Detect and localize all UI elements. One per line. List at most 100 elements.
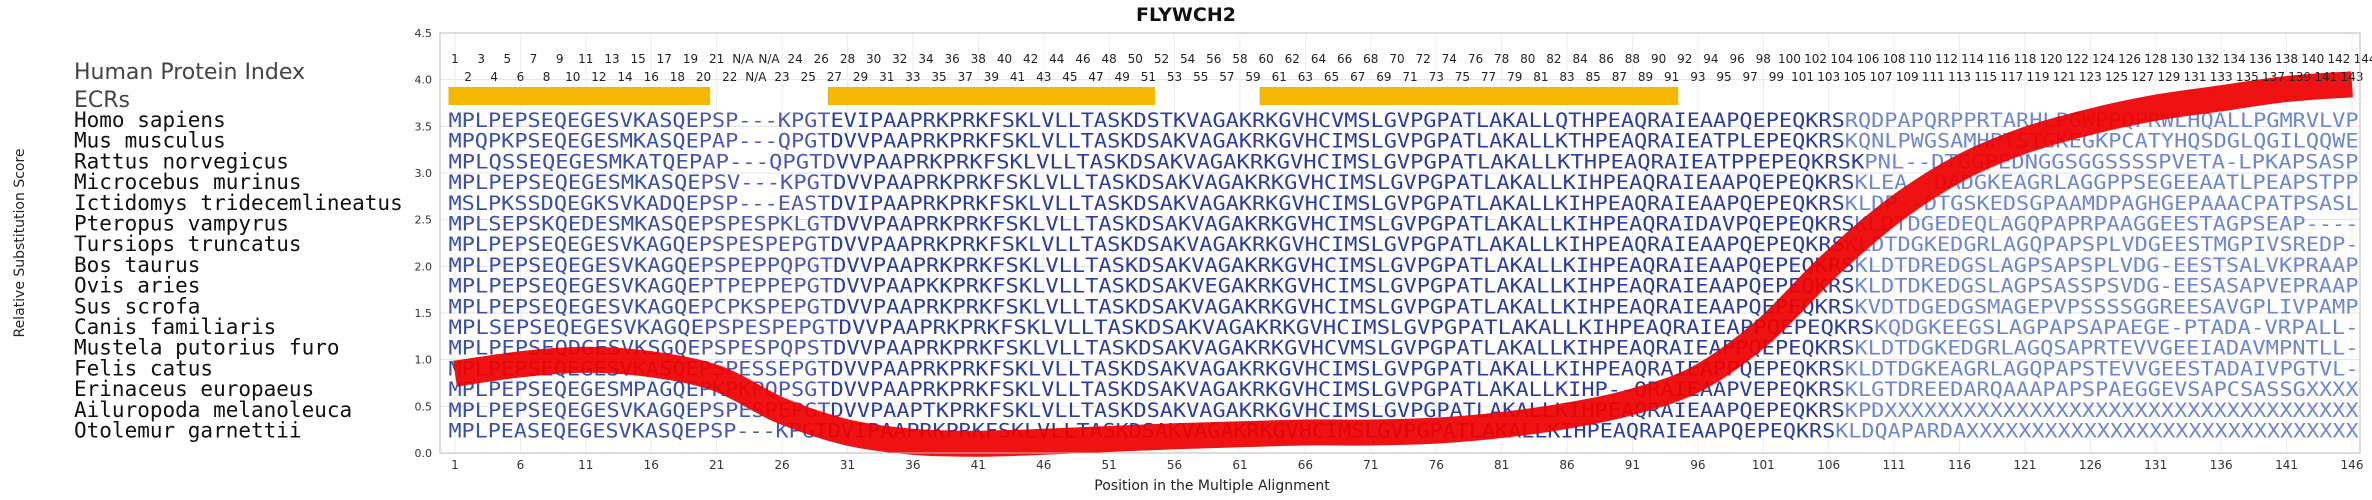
hpi-bottom-label: 77 <box>1481 70 1496 84</box>
x-tick-label: 136 <box>2210 458 2233 472</box>
hpi-top-label: N/A <box>732 52 754 66</box>
chart-title: FLYWCH2 <box>1136 4 1236 26</box>
hpi-bottom-label: 127 <box>2131 70 2154 84</box>
hpi-bottom-label: 85 <box>1586 70 1601 84</box>
x-tick-label: 116 <box>1948 458 1971 472</box>
sequence-segment: PSPESPQPST <box>700 337 833 360</box>
x-tick-label: 1 <box>451 458 459 472</box>
sequence-row: MPLPEPSEQEGESVKAGQE PCPKSPEPGT DVVPAAPRKPR… <box>448 295 2358 318</box>
hpi-bottom-label: 83 <box>1559 70 1574 84</box>
hpi-bottom-label: 115 <box>1974 70 1997 84</box>
hpi-top-label: 126 <box>2118 52 2141 66</box>
hpi-bottom-label: 107 <box>1870 70 1893 84</box>
hpi-top-label: 34 <box>918 52 933 66</box>
species-label: Erinaceus europaeus <box>74 377 314 401</box>
sequence-row: MPLPEPSEQEGESMKASQE PSV---KPGT DVVPAAPRKPR… <box>448 171 2358 194</box>
hpi-bottom-label: 139 <box>2288 70 2311 84</box>
x-tick-label: 11 <box>578 458 593 472</box>
hpi-bottom-label: 57 <box>1219 70 1234 84</box>
hpi-top-label: 84 <box>1572 52 1587 66</box>
sequence-segment: PCPKSPEPGT <box>700 295 833 318</box>
hpi-bottom-label: 43 <box>1036 70 1051 84</box>
hpi-bottom-label: 27 <box>827 70 842 84</box>
hpi-top-label: 100 <box>1778 52 1801 66</box>
hpi-bottom-label: 16 <box>644 70 659 84</box>
hpi-top-label: 64 <box>1311 52 1326 66</box>
sequence-row: MPLSEPSEQEGESVKAGQE PSPESPEPGT DVVPAAPRKPR… <box>448 316 2358 339</box>
hpi-top-label: 120 <box>2040 52 2063 66</box>
hpi-top-label: 30 <box>866 52 881 66</box>
substitution-score-line <box>453 71 2353 457</box>
hpi-bottom-label: 61 <box>1272 70 1287 84</box>
x-axis-label: Position in the Multiple Alignment <box>1094 478 1330 494</box>
sequence-segment: MPLPEPSEQEGESVKAGQE <box>448 254 700 277</box>
hpi-bottom-label: 123 <box>2079 70 2102 84</box>
y-tick-label: 0.5 <box>415 400 433 413</box>
x-tick-label: 91 <box>1625 458 1640 472</box>
sequence-row: MPLPEPSEQEGESVKAGQE PSPESPEPGT DVVPAAPTKPR… <box>448 399 2358 422</box>
human-protein-index: 1 3 5 7 9 11 13 15 17 19 21 N/A N/A 24 26 28 30 32 34 36 38 4… <box>451 52 2372 84</box>
hpi-bottom-label: 89 <box>1638 70 1653 84</box>
species-label: Mus musculus <box>74 129 226 153</box>
hpi-top-label: 42 <box>1023 52 1038 66</box>
sequence-row: MSLPKSSDQEGKSVKADQE PSP---EAST DVIPAAPRKPR… <box>448 192 2358 215</box>
hpi-top-label: 15 <box>631 52 646 66</box>
x-tick-label: 106 <box>1817 458 1840 472</box>
hpi-bottom-label: 53 <box>1167 70 1182 84</box>
species-label: Microcebus murinus <box>74 170 302 194</box>
y-tick-label: 4.0 <box>415 74 433 87</box>
hpi-top-label: 11 <box>578 52 593 66</box>
hpi-bottom-label: 103 <box>1817 70 1840 84</box>
hpi-top-label: 144 <box>2354 52 2372 66</box>
hpi-bottom-label: 91 <box>1664 70 1679 84</box>
y-axis-ticks: 0.0 0.5 1.0 1.5 2.0 2.5 3.0 3.5 4.0 4.5 <box>415 27 433 460</box>
species-label: Felis catus <box>74 356 213 380</box>
hpi-top-label: 136 <box>2249 52 2272 66</box>
ecr-bar <box>827 87 1155 105</box>
hpi-top-label: 9 <box>556 52 564 66</box>
hpi-top-label: 26 <box>814 52 829 66</box>
sequence-segment: PSPEPPQPGT <box>700 254 833 277</box>
sequence-segment: PSV---KPGT <box>700 171 833 194</box>
sequence-segment: MPLPEASEQEGESVKASQE <box>448 420 697 443</box>
species-label: Homo sapiens <box>74 108 226 132</box>
hpi-bottom-label: 111 <box>1922 70 1945 84</box>
hpi-bottom-label: 45 <box>1062 70 1077 84</box>
x-tick-label: 141 <box>2275 458 2298 472</box>
sequence-segment: KLGTDREEDARQAAAPAPSPAEGGEVSAPCSASSGXXXX <box>1845 378 2359 401</box>
species-label: Mustela putorius furo <box>74 336 340 360</box>
sequence-segment: KLDTDKEDGSLAGPSASSPSVDG-EESASAPVEPRAAP <box>1854 275 2358 298</box>
hpi-top-label: 46 <box>1075 52 1090 66</box>
sequence-segment: KLDTDGEDEQLAGQPAPRPAAGGEESTAGPSEAP---- <box>1854 213 2358 236</box>
y-tick-label: 1.5 <box>415 307 433 320</box>
hpi-bottom-label: 75 <box>1455 70 1470 84</box>
hpi-top-label: 142 <box>2327 52 2350 66</box>
hpi-top-label: 70 <box>1389 52 1404 66</box>
hpi-bottom-label: 8 <box>543 70 551 84</box>
hpi-top-label: 122 <box>2066 52 2089 66</box>
sequence-segment: MPLQSSEQEGESMKATQEP <box>448 150 702 173</box>
hpi-top-label: 74 <box>1442 52 1457 66</box>
substitution-curve-layer <box>453 71 2353 457</box>
sequence-segment: KLDP--DTGSKEDSGPAAMDPAGHGEPAAACPATPSASL <box>1845 192 2359 215</box>
sequence-segment: MSLPKSSDQEGKSVKADQE <box>448 192 698 215</box>
hpi-top-label: 72 <box>1415 52 1430 66</box>
hpi-top-label: 76 <box>1468 52 1483 66</box>
sequence-segment: DVVPAAPRKPRKFSKLVLLTASKDSAKVAGAKRKGVHCVM… <box>833 337 1854 360</box>
sequence-segment: DVVPAAPRKPRKFSKLVLLTASKDSAKVAGAKRKGVHCIM… <box>830 130 1844 153</box>
hpi-top-label: 3 <box>477 52 485 66</box>
hpi-top-label: 132 <box>2197 52 2220 66</box>
y-tick-label: 2.0 <box>415 260 433 273</box>
hpi-bottom-label: 10 <box>565 70 580 84</box>
sequence-segment: DVVPAAPRKPRKFSKLVLLTASKDSAKVAGAKRKGVHCIM… <box>839 316 1875 339</box>
hpi-bottom-label: 79 <box>1507 70 1522 84</box>
hpi-top-label: 102 <box>1804 52 1827 66</box>
sequence-segment: PSPESPEPGT <box>704 316 839 339</box>
x-tick-label: 86 <box>1559 458 1574 472</box>
x-tick-label: 131 <box>2144 458 2167 472</box>
sequence-segment: DVVPAAPRKPRKFSKLVLLTASKDSAKVAGAKRKGVHCIM… <box>833 295 1854 318</box>
x-tick-label: 121 <box>2013 458 2036 472</box>
sequence-segment: MPLPEPSEQEGESMKASQE <box>448 171 700 194</box>
hpi-top-label: 134 <box>2223 52 2246 66</box>
